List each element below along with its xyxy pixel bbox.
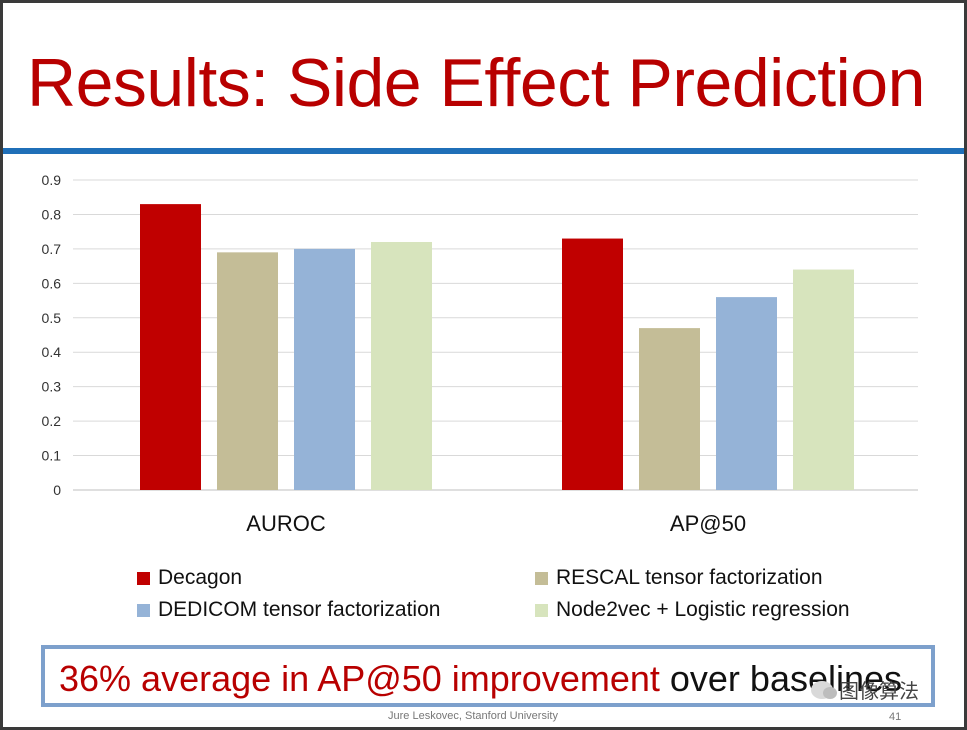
y-tick-label: 0.7 [42, 241, 62, 257]
legend-swatch-rescal [535, 571, 548, 585]
watermark: 图像算法 [811, 675, 919, 704]
legend-item-node2vec: Node2vec + Logistic regression [535, 598, 850, 622]
footer-credit: Jure Leskovec, Stanford University [388, 710, 558, 722]
y-tick-label: 0.9 [42, 172, 62, 188]
y-tick-label: 0.2 [42, 413, 62, 429]
bar-ap50-3 [793, 269, 854, 490]
y-tick-label: 0.5 [42, 310, 62, 326]
watermark-text: 图像算法 [839, 681, 919, 703]
bar-ap50-0 [562, 238, 623, 490]
bar-ap50-2 [716, 297, 777, 490]
bar-auroc-3 [371, 242, 432, 490]
x-category-label: AUROC [246, 511, 326, 536]
callout-text: 36% average in AP@50 improvement over ba… [59, 657, 902, 701]
legend-label-dedicom: DEDICOM tensor factorization [158, 598, 441, 621]
x-category-label: AP@50 [670, 511, 746, 536]
y-tick-label: 0.4 [42, 344, 62, 360]
title-divider [3, 148, 964, 154]
callout-rest: over baselines [669, 658, 903, 699]
slide: Results: Side Effect Prediction 0 0.1 0.2 0… [3, 3, 964, 727]
legend-swatch-dedicom [137, 603, 150, 617]
bar-ap50-1 [639, 328, 700, 490]
callout-box: 36% average in AP@50 improvement over ba… [41, 645, 935, 707]
legend-item-dedicom: DEDICOM tensor factorization [137, 598, 440, 622]
bar-auroc-0 [140, 204, 201, 490]
legend-swatch-node2vec [535, 603, 548, 617]
bar-auroc-2 [294, 248, 355, 490]
bar-auroc-1 [217, 252, 278, 490]
callout-highlight: 36% average in AP@50 improvement [59, 658, 660, 699]
legend-item-rescal: RESCAL tensor factorization [535, 566, 823, 590]
legend-label-decagon: Decagon [158, 566, 243, 589]
y-tick-label: 0.6 [42, 275, 62, 291]
y-tick-label: 0.1 [42, 448, 62, 464]
bar-chart: 0 0.1 0.2 0.3 0.4 0.5 0.6 0.7 0.8 0.9 AUROC AP@50 [42, 172, 918, 536]
page-title: Results: Side Effect Prediction [27, 45, 925, 121]
legend-label-node2vec: Node2vec + Logistic regression [556, 598, 850, 621]
y-tick-label: 0.8 [42, 206, 62, 222]
legend-label-rescal: RESCAL tensor factorization [556, 566, 823, 589]
wechat-icon [811, 680, 837, 699]
y-tick-label: 0 [53, 482, 61, 498]
y-tick-label: 0.3 [42, 379, 62, 395]
legend-item-decagon: Decagon [137, 566, 242, 590]
page-number: 41 [889, 711, 902, 723]
legend-swatch-decagon [137, 571, 150, 585]
